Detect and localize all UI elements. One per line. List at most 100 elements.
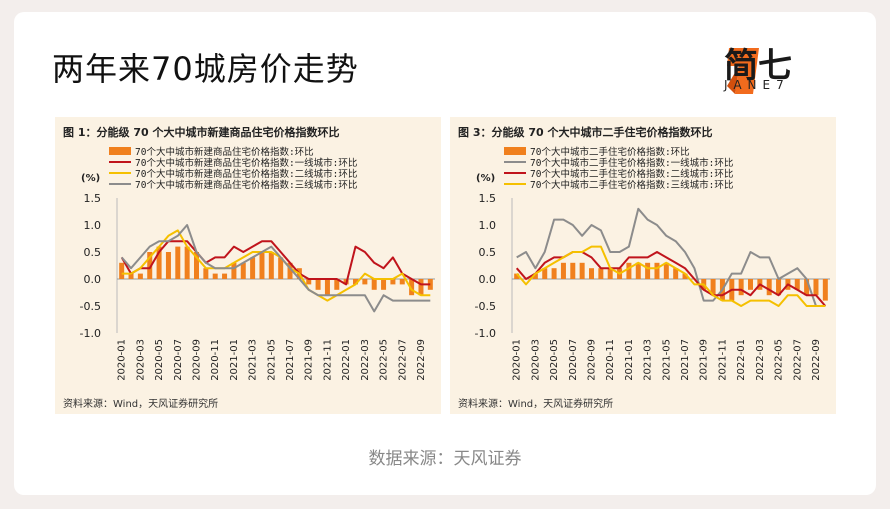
x-tick-label: 2022-07 [792,339,803,381]
bar [175,246,181,279]
chart-panel-new-homes: 图 1：分能级 70 个大中城市新建商品住宅价格指数环比 70个大中城市新建商品… [55,117,441,414]
x-tick-label: 2021-03 [248,339,259,381]
y-axis-label: (%) [476,173,495,184]
legend-swatch [504,147,526,155]
bar [551,268,557,279]
legend-label: 70个大中城市二手住宅价格指数:三线城市:环比 [530,179,733,191]
x-tick-label: 2022-03 [360,339,371,381]
legend-label: 70个大中城市新建商品住宅价格指数:二线城市:环比 [135,168,357,180]
y-axis-label: (%) [81,173,100,184]
bar [654,262,660,279]
bar [514,273,520,279]
bar [324,279,330,296]
x-tick-label: 2021-07 [285,339,296,381]
x-tick-label: 2022-09 [811,339,822,381]
bar [194,252,199,279]
bar [682,273,688,279]
footer-source: 数据来源：天风证券 [368,449,522,469]
bar [353,279,358,285]
bar [427,279,433,290]
x-tick-label: 2020-01 [117,339,128,381]
y-tick-label: -1.0 [475,327,496,340]
series-line [120,224,431,313]
bar [822,279,828,301]
y-tick-label: 1.0 [84,219,102,232]
bar [598,268,604,279]
x-tick-label: 2020-11 [605,339,616,381]
bar [306,279,312,285]
chart-panel-resale-homes: 图 3：分能级 70 个大中城市二手住宅价格指数环比 70个大中城市二手住宅价格… [450,117,836,414]
y-tick-label: -0.5 [475,300,496,313]
bar [738,279,744,296]
jane7-logo-icon [727,48,759,94]
bar [362,279,368,285]
chart-title: 图 1：分能级 70 个大中城市新建商品住宅价格指数环比 [63,126,340,139]
bar [390,279,396,285]
bar [804,279,810,296]
x-tick-label: 2021-05 [661,339,672,381]
bar [579,262,585,279]
bar [570,262,576,279]
bar [589,268,594,279]
y-tick-label: 1.5 [479,192,497,205]
chart-title: 图 3：分能级 70 个大中城市二手住宅价格指数环比 [458,126,713,139]
bar [165,252,171,279]
x-tick-label: 2020-09 [192,339,203,381]
x-tick-label: 2022-07 [397,339,408,381]
x-tick-label: 2020-07 [568,339,579,381]
x-tick-label: 2021-09 [699,339,710,381]
x-tick-label: 2022-01 [341,339,352,381]
bar [560,262,566,279]
legend-swatch [109,147,131,155]
x-tick-label: 2022-01 [736,339,747,381]
x-tick-label: 2021-11 [322,339,333,381]
bar [748,279,753,290]
y-tick-label: -0.5 [80,300,101,313]
x-tick-label: 2020-01 [512,339,523,381]
y-tick-label: 1.5 [84,192,102,205]
chart-source: 资料来源：Wind，天风证券研究所 [63,399,219,410]
bar [710,279,716,296]
bar [663,262,669,279]
bar [222,273,228,279]
bar [203,268,209,279]
bar [212,273,218,279]
bar [673,268,679,279]
logo-subtext: JANE7 [724,78,790,92]
logo-text: 简七 [724,46,792,86]
bar [418,279,424,296]
legend-label: 70个大中城市二手住宅价格指数:环比 [530,146,690,158]
bar [776,279,782,296]
bar [626,262,632,279]
legend-label: 70个大中城市二手住宅价格指数:一线城市:环比 [530,157,733,169]
bar [371,279,377,290]
x-tick-label: 2022-09 [416,339,427,381]
bar [128,273,134,279]
x-tick-label: 2020-07 [173,339,184,381]
chart-new-homes: 70个大中城市新建商品住宅价格指数:环比70个大中城市新建商品住宅价格指数:一线… [80,146,435,381]
legend-label: 70个大中城市新建商品住宅价格指数:环比 [135,146,314,158]
bar [287,262,293,279]
x-tick-label: 2021-11 [717,339,728,381]
bar [813,279,819,296]
bar [278,257,284,279]
legend-label: 70个大中城市新建商品住宅价格指数:三线城市:环比 [135,179,357,191]
x-tick-label: 2022-03 [755,339,766,381]
bar [156,246,162,279]
legend-label: 70个大中城市新建商品住宅价格指数:一线城市:环比 [135,157,357,169]
series-line [516,207,826,307]
bar [250,257,256,279]
x-tick-label: 2021-05 [266,339,277,381]
bar [794,279,800,290]
bar [532,273,538,279]
y-tick-label: 0.5 [479,246,497,259]
bar [635,262,641,279]
bar [645,262,651,279]
x-tick-label: 2021-01 [229,339,240,381]
x-tick-label: 2021-01 [624,339,635,381]
bar [542,268,548,279]
x-tick-label: 2021-07 [680,339,691,381]
bar [184,246,190,279]
y-tick-label: -1.0 [80,327,101,340]
bar [399,279,405,285]
